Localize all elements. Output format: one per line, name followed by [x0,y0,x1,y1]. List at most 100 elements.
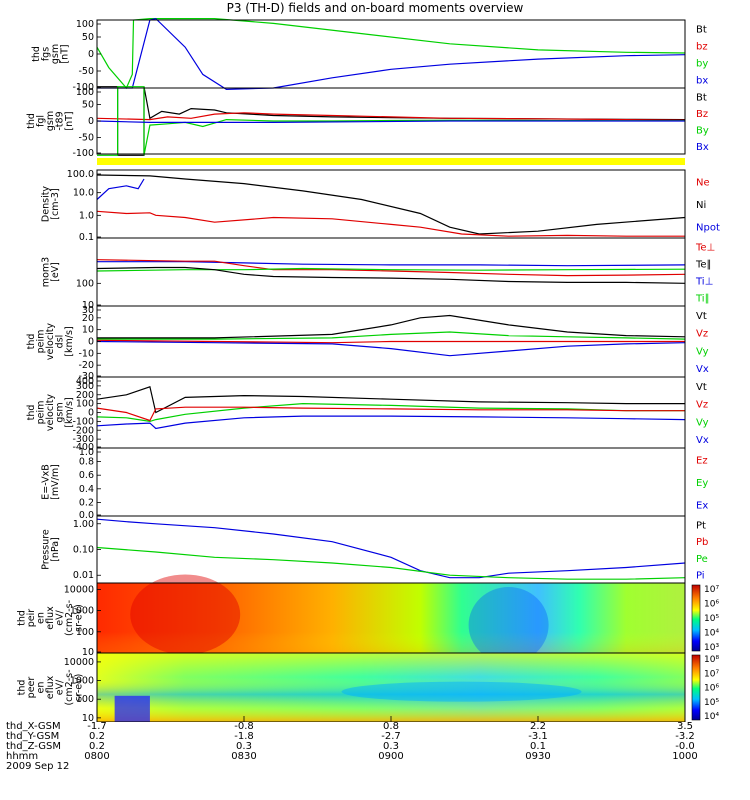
pressure-axis-label: [nPa] [50,537,61,562]
mom-tick-label: 100 [76,278,94,289]
mom-frame [96,237,686,307]
density-series-Npot [96,178,145,200]
x-axis-tick-value: 0.3 [383,741,399,752]
peim_gsm-axis-label: velocity [45,394,56,432]
panel-pressure: 1.00 0.10 0.01 Pressure[nPa] Pt Pb Pe Pi [40,515,708,584]
efield-tick-label: 0.6 [79,470,94,481]
density-legend-Ni: Ni [696,200,706,211]
panel-efield: 1.00.8 0.6 0.4 0.2 0.0 E=-VxB[mV/m] Ez Ey Ex [40,447,708,521]
peir-axis-label: thd [17,610,28,626]
fgl-axis-label: -t89 [55,111,66,130]
peim_dsl-axis-label: dsl [55,335,66,349]
peer-colorbar-label: 10⁸ [704,655,719,665]
mom-tick-label: 10 [82,300,94,311]
x-axis-tick-value: -3.2 [675,731,695,742]
peim_dsl-axis-label: [km/s] [64,326,75,356]
efield-legend-Ey: Ey [696,478,708,489]
peir-colorbar-label: 10⁶ [704,600,719,610]
fgs-legend-by: by [696,59,708,70]
fgl-legend-Bx: Bx [696,142,709,153]
panel-mom: 100 10 mom3[eV] Te⊥ Te∥ Ti⊥ Ti∥ [40,237,715,311]
efield-legend-Ez: Ez [696,455,708,466]
peim_gsm-tick-label: 400 [76,376,94,387]
density-axis-label: Density [40,186,51,222]
x-axis-tick-value: 0830 [231,751,257,762]
peim_gsm-legend-Vx: Vx [696,435,709,446]
overview-chart: 100500-50-100thdfgsgsm[nT]Btbzbybx100500… [17,17,720,722]
fgs-legend-bx: bx [696,76,708,87]
peim_dsl-series-Vz [96,339,685,344]
peer-low-flux-region [114,695,150,722]
peir-tick-label: 10 [82,647,94,658]
fgl-tick-label: 50 [82,100,94,111]
peir-tick-label: 100 [76,627,94,638]
mom-axis-label: mom3 [40,257,51,287]
peim_gsm-series-Vy [96,402,685,423]
x-axis-tick-value: 2.2 [530,721,546,732]
fgl-tick-label: 0 [88,116,94,127]
x-axis-annotation: thd_X-GSM -1.7 -0.8 0.8 2.2 3.5 thd_Y-GSM 0.2 -1… [0,722,750,800]
efield-axis-label: [mV/m] [50,464,61,500]
panel-density: 100.0 10.0 1.0 0.1 Density[cm-3] Ne Ni Npot [40,169,720,243]
x-axis-tick-value: 0.1 [530,741,546,752]
fgl-tick-label: -50 [78,133,94,144]
fgl-legend-Bz: Bz [696,109,708,120]
peir-colorbar-label: 10⁴ [704,629,719,639]
peer-tick-label: 10 [82,713,94,722]
efield-frame [96,447,686,517]
mom-series-Ti⊥ [97,261,686,267]
peer-frame [96,652,686,722]
peim_dsl-axis-label: thd [26,334,37,350]
density-frame [96,169,686,239]
fgl-legend-By: By [696,125,709,136]
density-tick-label: 0.1 [79,232,94,243]
efield-tick-label: 0.8 [79,457,94,468]
density-tick-label: 1.0 [79,210,94,221]
efield-axis-label: E=-VxB [40,464,51,499]
fgs-frame [96,19,686,89]
x-axis-tick-value: -0.0 [675,741,695,752]
peir-low-flux-region [468,587,549,663]
x-axis-tick-value: 3.5 [677,721,693,732]
pressure-tick-label: 0.01 [73,570,94,581]
panel-peer: 10⁸ 10⁷ 10⁶ 10⁵ 10⁴ 10000 1000 100 10 thdpeerenef… [17,652,719,722]
peir-colorbar-label: 10⁷ [704,585,719,595]
peer-axis-label: peer [26,677,37,699]
fgl-axis-label: gsm [45,111,56,131]
fgs-axis-label: gsm [50,44,61,64]
pressure-legend-Pt: Pt [696,520,706,531]
x-axis-tick-value: -0.8 [234,721,254,732]
peir-spectrum-shade [97,583,685,653]
x-axis-tick-value: 0.2 [89,731,105,742]
x-axis-tick-value: -2.7 [381,731,401,742]
pressure-series-Pi [96,518,686,579]
fgs-tick-label: -50 [78,66,94,77]
fgl-axis-label: fgl [36,115,47,127]
x-axis-tick-value: -1.8 [234,731,254,742]
peir-axis-label: en [36,612,47,624]
peir-colorbar: 10⁷ 10⁶ 10⁵ 10⁴ 10³ [691,584,719,653]
peim_dsl-legend-Vy: Vy [696,346,709,357]
peer-band [341,681,582,702]
peim_dsl-tick-label: 20 [82,313,94,324]
pressure-tick-label: 1.00 [73,519,94,530]
peer-tick-label: 1000 [70,676,94,687]
peir-axis-label: (cm2-s- [64,600,75,636]
peim_gsm-tick-label: -300 [72,434,94,445]
density-axis-label: [cm-3] [50,188,61,219]
x-axis-tick-value: -3.1 [528,731,548,742]
fgs-legend-Bt: Bt [696,25,707,36]
x-axis-tick-value: 0.2 [89,741,105,752]
peer-axis-label: thd [17,680,28,696]
peim_dsl-tick-label: 30 [82,305,94,316]
x-axis-tick-value: 0800 [84,751,110,762]
peer-colorbar-label: 10⁷ [704,669,719,679]
data-quality-bar [97,158,685,165]
peir-axis-label: peir [26,609,37,628]
peim_gsm-tick-label: -400 [72,442,94,453]
fgs-axis-label: [nT] [59,44,70,63]
peim_gsm-tick-label: -200 [72,425,94,436]
